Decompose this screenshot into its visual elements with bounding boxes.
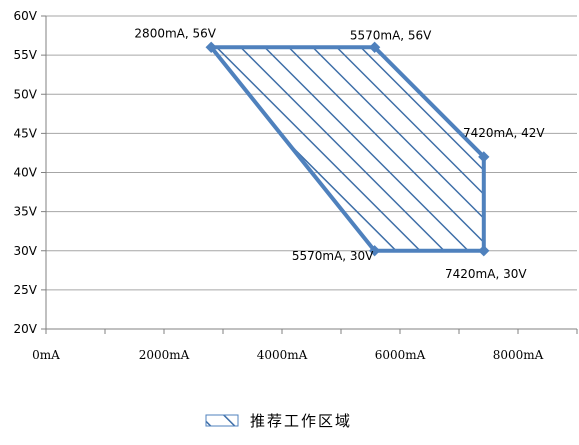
data-label: 7420mA, 42V: [463, 126, 545, 140]
y-tick-label: 60V: [14, 9, 38, 23]
x-tick-label: 2000mA: [139, 348, 190, 362]
data-label: 2800mA, 56V: [134, 26, 216, 40]
data-label: 5570mA, 56V: [350, 28, 432, 42]
y-tick-label: 35V: [14, 205, 38, 219]
y-tick-label: 30V: [14, 244, 38, 258]
legend: 推荐工作区域: [206, 412, 352, 430]
y-tick-label: 45V: [14, 126, 38, 140]
y-tick-label: 25V: [14, 283, 38, 297]
x-tick-label: 6000mA: [375, 348, 426, 362]
y-tick-label: 40V: [14, 166, 38, 180]
data-label: 5570mA, 30V: [292, 249, 374, 263]
operating-area-fill: [211, 47, 484, 251]
y-tick-label: 55V: [14, 48, 38, 62]
x-tick-label: 4000mA: [257, 348, 308, 362]
y-tick-label: 50V: [14, 87, 38, 101]
legend-label: 推荐工作区域: [250, 412, 352, 430]
x-tick-label: 8000mA: [493, 348, 544, 362]
legend-swatch: [206, 415, 238, 426]
data-label: 7420mA, 30V: [445, 267, 527, 281]
x-tick-label: 0mA: [32, 348, 60, 362]
plot-area: [206, 42, 490, 257]
y-tick-label: 20V: [14, 322, 38, 336]
